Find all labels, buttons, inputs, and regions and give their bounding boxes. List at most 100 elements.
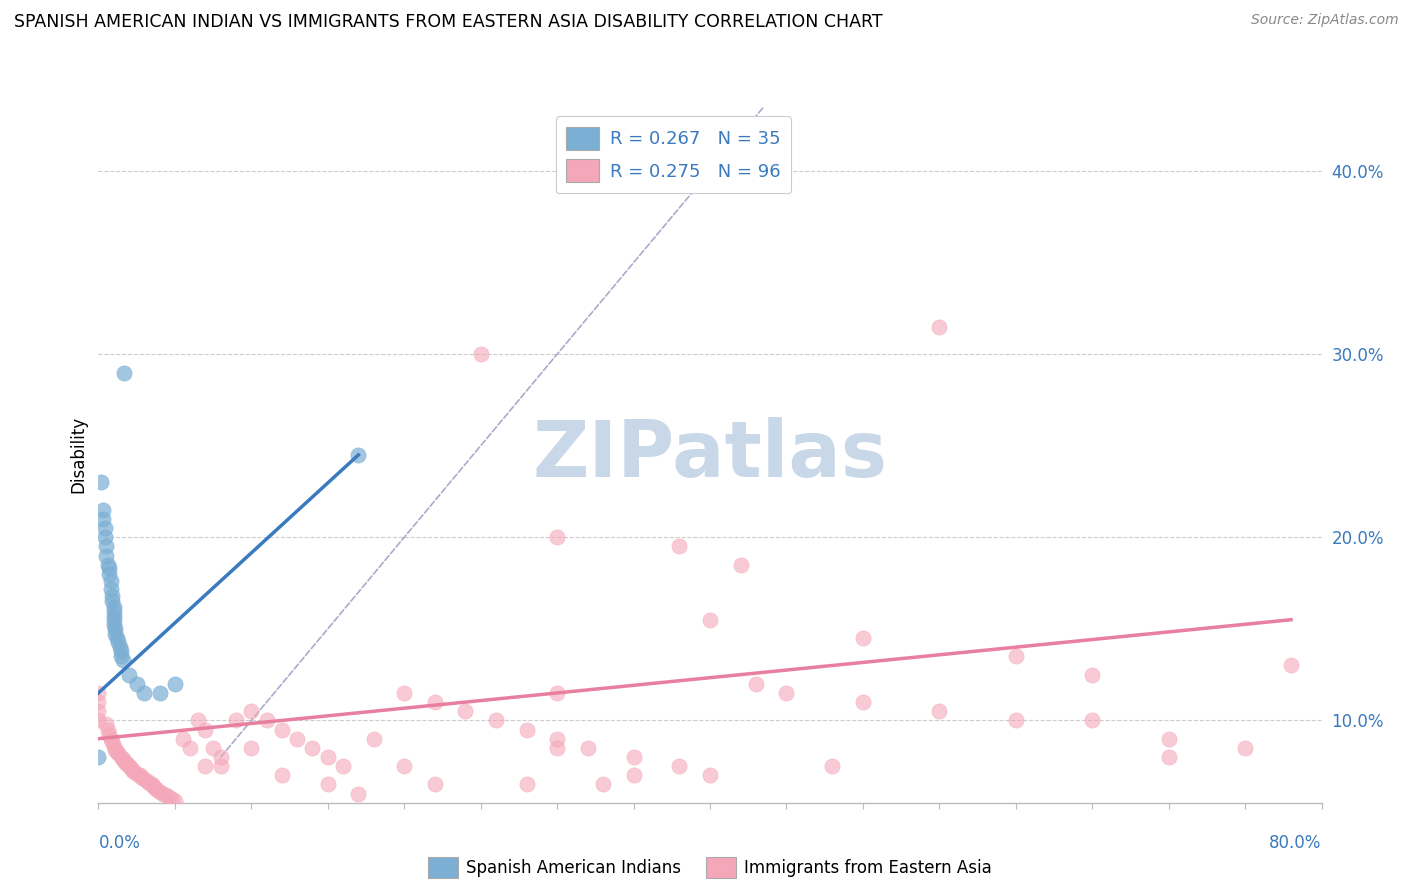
Point: [103, 739, 125, 753]
Point: [136, 773, 159, 788]
Point: [145, 783, 167, 797]
Point: [142, 780, 165, 794]
Y-axis label: Disability: Disability: [69, 417, 87, 493]
Point: [225, 714, 247, 728]
Point: [730, 558, 752, 572]
Text: 0.0%: 0.0%: [98, 834, 141, 852]
Point: [1004, 649, 1026, 664]
Point: [87, 695, 110, 709]
Point: [122, 764, 145, 779]
Point: [363, 731, 385, 746]
Point: [104, 622, 127, 636]
Point: [104, 627, 127, 641]
Point: [94, 549, 117, 563]
Point: [110, 644, 132, 658]
Point: [392, 686, 416, 700]
Point: [141, 777, 163, 791]
Point: [316, 750, 339, 764]
Point: [91, 503, 114, 517]
Point: [104, 742, 127, 756]
Point: [98, 728, 121, 742]
Point: [125, 677, 148, 691]
Point: [668, 540, 690, 554]
Point: [118, 759, 141, 773]
Point: [745, 677, 768, 691]
Point: [240, 740, 263, 755]
Point: [179, 740, 201, 755]
Point: [194, 759, 217, 773]
Point: [1081, 714, 1104, 728]
Point: [107, 634, 129, 648]
Text: Source: ZipAtlas.com: Source: ZipAtlas.com: [1251, 13, 1399, 28]
Point: [94, 717, 117, 731]
Point: [1081, 667, 1104, 681]
Point: [775, 686, 797, 700]
Point: [107, 747, 129, 761]
Point: [347, 787, 370, 801]
Point: [103, 613, 125, 627]
Point: [423, 695, 446, 709]
Point: [202, 740, 225, 755]
Point: [1157, 731, 1180, 746]
Point: [134, 686, 156, 700]
Point: [157, 790, 180, 805]
Point: [623, 750, 645, 764]
Point: [270, 723, 292, 737]
Point: [155, 789, 177, 803]
Point: [392, 759, 416, 773]
Point: [172, 731, 194, 746]
Point: [120, 761, 142, 775]
Point: [94, 540, 117, 554]
Point: [546, 686, 568, 700]
Point: [485, 714, 508, 728]
Point: [87, 686, 110, 700]
Point: [546, 530, 568, 544]
Point: [97, 558, 120, 572]
Point: [103, 603, 125, 617]
Point: [209, 759, 232, 773]
Point: [125, 766, 148, 780]
Point: [108, 640, 131, 655]
Point: [87, 750, 110, 764]
Point: [105, 745, 128, 759]
Point: [100, 574, 122, 589]
Point: [103, 609, 125, 624]
Point: [101, 735, 124, 749]
Point: [100, 731, 122, 746]
Point: [111, 653, 134, 667]
Point: [240, 704, 263, 718]
Point: [623, 768, 645, 782]
Point: [91, 512, 114, 526]
Point: [1279, 658, 1302, 673]
Point: [121, 763, 143, 777]
Point: [93, 530, 115, 544]
Point: [270, 768, 292, 782]
Point: [100, 582, 122, 596]
Point: [149, 785, 172, 799]
Point: [301, 740, 323, 755]
Point: [101, 594, 124, 608]
Point: [187, 714, 209, 728]
Point: [93, 521, 115, 535]
Point: [592, 777, 614, 791]
Point: [928, 704, 950, 718]
Point: [90, 475, 112, 490]
Point: [115, 756, 138, 770]
Point: [1004, 714, 1026, 728]
Point: [152, 787, 174, 801]
Point: [256, 714, 278, 728]
Point: [516, 723, 538, 737]
Point: [98, 566, 121, 581]
Point: [105, 631, 128, 645]
Point: [134, 772, 156, 786]
Point: [138, 775, 160, 789]
Point: [103, 599, 125, 614]
Point: [852, 631, 875, 645]
Text: SPANISH AMERICAN INDIAN VS IMMIGRANTS FROM EASTERN ASIA DISABILITY CORRELATION C: SPANISH AMERICAN INDIAN VS IMMIGRANTS FR…: [14, 13, 883, 31]
Point: [454, 704, 477, 718]
Point: [111, 752, 134, 766]
Point: [110, 649, 132, 664]
Point: [128, 768, 150, 782]
Point: [129, 770, 152, 784]
Point: [928, 319, 950, 334]
